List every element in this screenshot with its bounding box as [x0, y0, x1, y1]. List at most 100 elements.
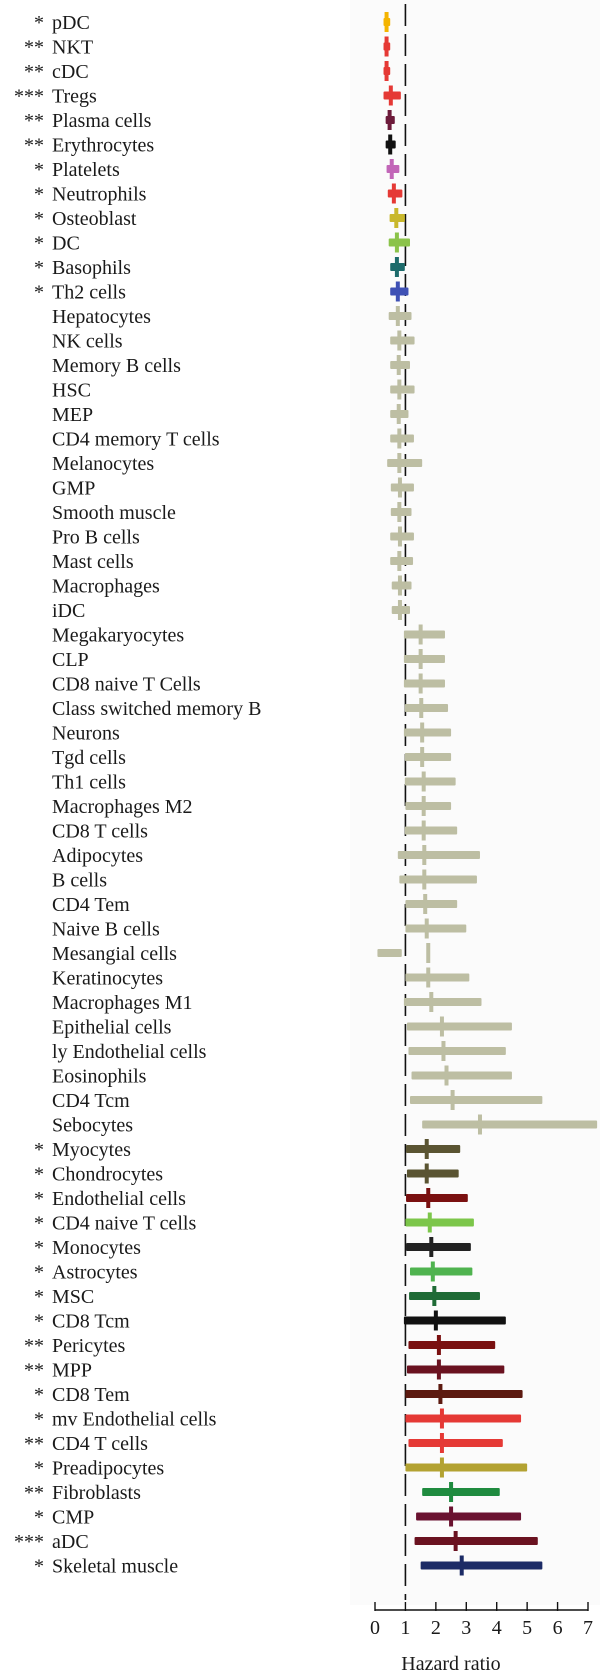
hr-marker — [430, 1261, 435, 1282]
hr-marker — [439, 1408, 444, 1429]
hr-marker — [387, 110, 392, 130]
hr-marker — [424, 1163, 429, 1184]
significance-label: * — [34, 233, 44, 255]
ci-bar — [403, 655, 445, 663]
hr-marker — [389, 159, 394, 179]
hr-marker — [394, 232, 399, 253]
row-label: Class switched memory B — [52, 698, 261, 720]
forest-row: Naive B cells — [52, 918, 467, 941]
hr-marker — [433, 1310, 438, 1331]
row-label: Skeletal muscle — [52, 1556, 178, 1578]
ci-bar — [403, 998, 482, 1006]
row-label: MPP — [52, 1360, 92, 1382]
forest-row: Macrophages M2 — [52, 796, 452, 818]
row-label: Pro B cells — [52, 527, 140, 549]
x-tick-label: 2 — [431, 1617, 441, 1639]
significance-label: *** — [14, 1531, 44, 1553]
forest-row: * CD8 Tem — [34, 1384, 523, 1406]
row-label: HSC — [52, 380, 91, 402]
row-label: Adipocytes — [52, 845, 143, 867]
hr-marker — [423, 894, 428, 914]
forest-row: * CMP — [34, 1506, 522, 1529]
hr-marker — [426, 943, 431, 963]
significance-label: ** — [24, 1433, 44, 1455]
forest-row: * Endothelial cells — [34, 1188, 468, 1210]
ci-bar — [405, 900, 458, 908]
significance-label: * — [34, 1556, 44, 1578]
hr-marker — [388, 134, 393, 155]
row-label: CD8 Tem — [52, 1384, 130, 1406]
ci-bar — [404, 704, 449, 712]
row-label: Fibroblasts — [52, 1482, 141, 1504]
forest-row: CD8 T cells — [52, 820, 458, 843]
forest-row: Class switched memory B — [52, 698, 449, 720]
rows-layer: * pDC** NKT** cDC*** Tregs** Plasma cells** Er… — [14, 12, 598, 1578]
hr-marker — [449, 1506, 454, 1527]
row-label: CD8 naive T Cells — [52, 674, 201, 696]
ci-bar — [405, 973, 470, 982]
ci-bar — [405, 1390, 523, 1398]
row-label: CMP — [52, 1507, 94, 1529]
row-label: Eosinophils — [52, 1066, 147, 1088]
significance-label: * — [34, 1286, 44, 1308]
forest-row: ** Pericytes — [24, 1335, 496, 1357]
row-label: DC — [52, 233, 80, 255]
forest-row: ** CD4 T cells — [24, 1433, 503, 1455]
ci-bar — [403, 630, 445, 639]
forest-row: Tgd cells — [52, 747, 452, 769]
row-label: CD4 Tem — [52, 894, 130, 916]
hr-marker — [477, 1114, 482, 1135]
significance-label: * — [34, 159, 44, 181]
significance-label: * — [34, 12, 44, 34]
row-label: Epithelial cells — [52, 1017, 172, 1039]
hr-marker — [422, 869, 427, 890]
row-label: CD8 Tcm — [52, 1311, 130, 1333]
x-tick-label: 3 — [461, 1617, 471, 1639]
hr-marker — [424, 1139, 429, 1159]
significance-label: ** — [24, 135, 44, 157]
hr-marker — [444, 1065, 449, 1086]
row-label: pDC — [52, 12, 90, 34]
forest-row: * mv Endothelial cells — [34, 1408, 522, 1431]
ci-bar — [422, 1120, 598, 1129]
hr-marker — [439, 1016, 444, 1037]
row-label: NKT — [52, 37, 93, 59]
hr-marker — [420, 722, 425, 743]
ci-bar — [406, 1022, 512, 1031]
hr-marker — [397, 453, 402, 473]
row-label: CD4 naive T cells — [52, 1213, 196, 1235]
hr-marker — [397, 575, 402, 596]
ci-bar — [405, 924, 467, 933]
ci-bar — [406, 1365, 505, 1374]
forest-row: * Myocytes — [34, 1139, 461, 1161]
significance-label: ** — [24, 1335, 44, 1357]
hr-marker — [459, 1555, 464, 1576]
ci-bar — [404, 826, 458, 835]
ci-bar — [416, 1512, 522, 1521]
ci-bar — [409, 1292, 480, 1300]
hr-marker — [426, 967, 431, 988]
forest-row: * Neutrophils — [34, 183, 403, 206]
forest-row: Melanocytes — [52, 453, 423, 475]
forest-row: ** NKT — [24, 36, 391, 59]
hr-marker — [436, 1335, 441, 1355]
ci-bar — [408, 1341, 496, 1349]
forest-row: * DC — [34, 232, 410, 255]
ci-bar — [405, 1414, 522, 1423]
ci-bar — [420, 1561, 543, 1570]
hr-marker — [418, 673, 423, 694]
forest-row: HSC — [52, 379, 415, 402]
forest-row: Mast cells — [52, 551, 414, 573]
row-label: Tgd cells — [52, 747, 126, 769]
forest-row: NK cells — [52, 330, 415, 353]
hr-marker — [436, 1359, 441, 1380]
hr-marker — [419, 698, 424, 718]
row-label: ly Endothelial cells — [52, 1041, 207, 1063]
row-label: CD4 memory T cells — [52, 429, 220, 451]
ci-bar — [408, 1439, 503, 1447]
row-label: iDC — [52, 600, 85, 622]
significance-label: ** — [24, 37, 44, 59]
ci-bar — [406, 1243, 471, 1251]
hr-marker — [396, 355, 401, 375]
